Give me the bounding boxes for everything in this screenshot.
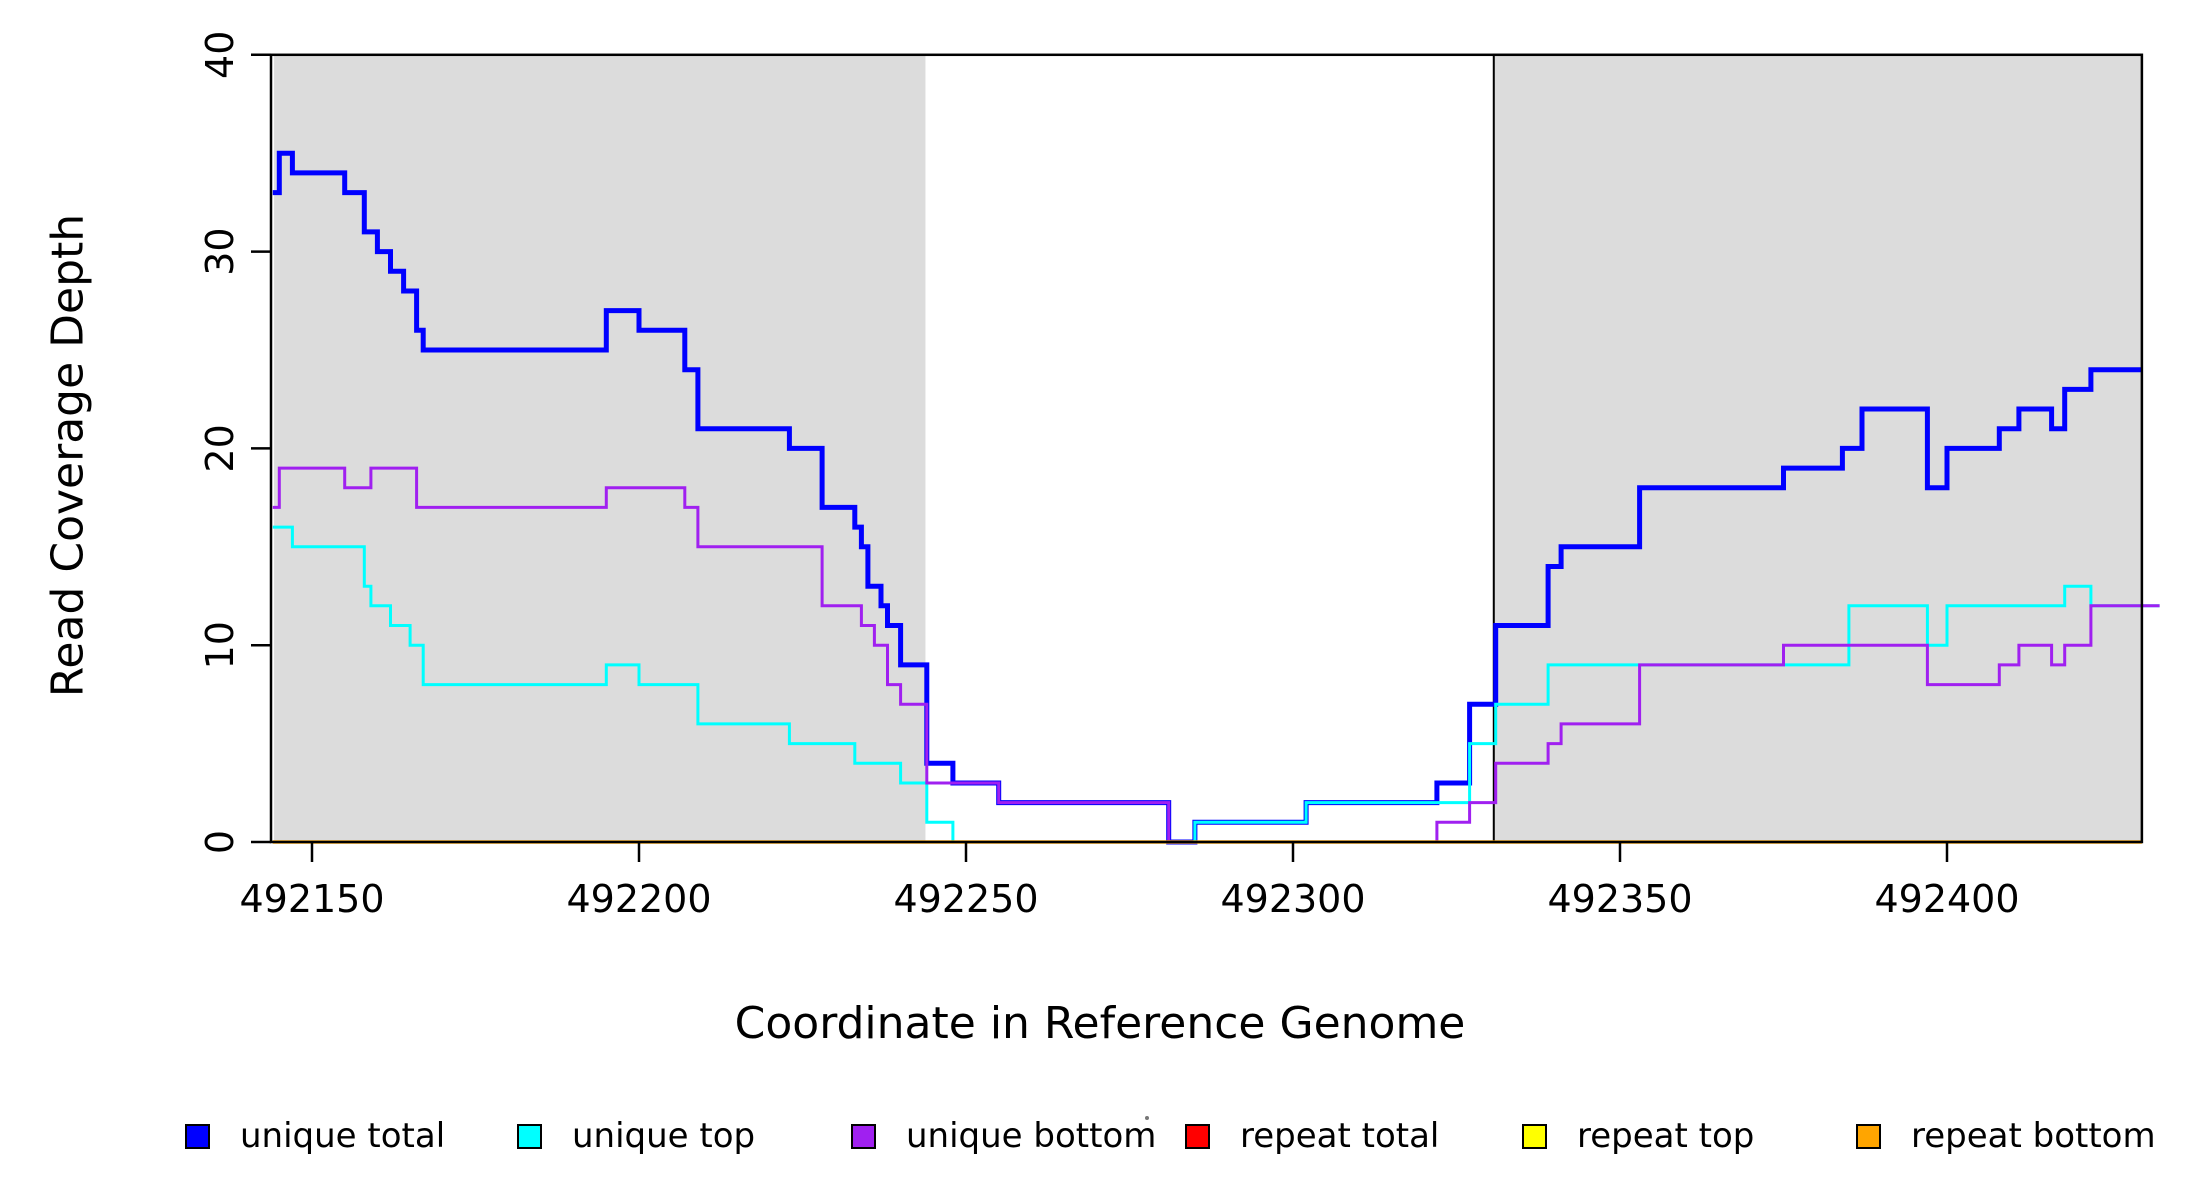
repeat-total-swatch-icon: [1185, 1123, 1210, 1149]
x-axis-title: Coordinate in Reference Genome: [734, 998, 1466, 1049]
x-tick-label: 492300: [1220, 877, 1365, 921]
x-tick-label: 492150: [239, 877, 384, 921]
legend-item-unique-total: unique total: [185, 1114, 445, 1158]
series-unique-top-line: [272, 525, 2160, 844]
legend-label: unique total: [240, 1116, 446, 1156]
repeat-bottom-swatch-icon: [1856, 1123, 1881, 1149]
legend-label: unique top: [572, 1116, 756, 1156]
repeat-top-swatch-icon: [1522, 1123, 1547, 1149]
y-tick-label: 40: [198, 31, 242, 79]
x-tick-label: 492200: [566, 877, 711, 921]
y-axis-title: Read Coverage Depth: [42, 213, 94, 698]
y-tick-label: 10: [198, 621, 242, 669]
series-unique-bottom-line: [272, 466, 2160, 844]
legend-item-repeat-top: repeat top: [1522, 1114, 1754, 1158]
legend-item-unique-bottom: unique bottom: [851, 1114, 1156, 1158]
legend: unique total unique top unique bottom re…: [0, 1114, 2200, 1164]
legend-label: unique bottom: [906, 1116, 1157, 1156]
legend-label: repeat top: [1577, 1116, 1755, 1156]
unique-top-swatch-icon: [517, 1123, 542, 1149]
y-tick-label: 20: [198, 424, 242, 472]
legend-item-repeat-bottom: repeat bottom: [1856, 1114, 2156, 1158]
legend-label: repeat total: [1240, 1116, 1440, 1156]
legend-label: repeat bottom: [1911, 1116, 2156, 1156]
left-unique-region: [274, 54, 926, 843]
stray-dot-artifact: [1145, 1116, 1149, 1120]
y-tick-label: 30: [198, 227, 242, 275]
x-tick-label: 492250: [893, 877, 1038, 921]
x-tick-label: 492350: [1547, 877, 1692, 921]
legend-item-unique-top: unique top: [517, 1114, 755, 1158]
x-tick-label: 492400: [1874, 877, 2019, 921]
y-tick-label: 0: [198, 830, 242, 854]
unique-total-swatch-icon: [185, 1123, 210, 1149]
right-unique-region: [1492, 53, 2143, 844]
legend-item-repeat-total: repeat total: [1185, 1114, 1439, 1158]
unique-bottom-swatch-icon: [851, 1123, 876, 1149]
